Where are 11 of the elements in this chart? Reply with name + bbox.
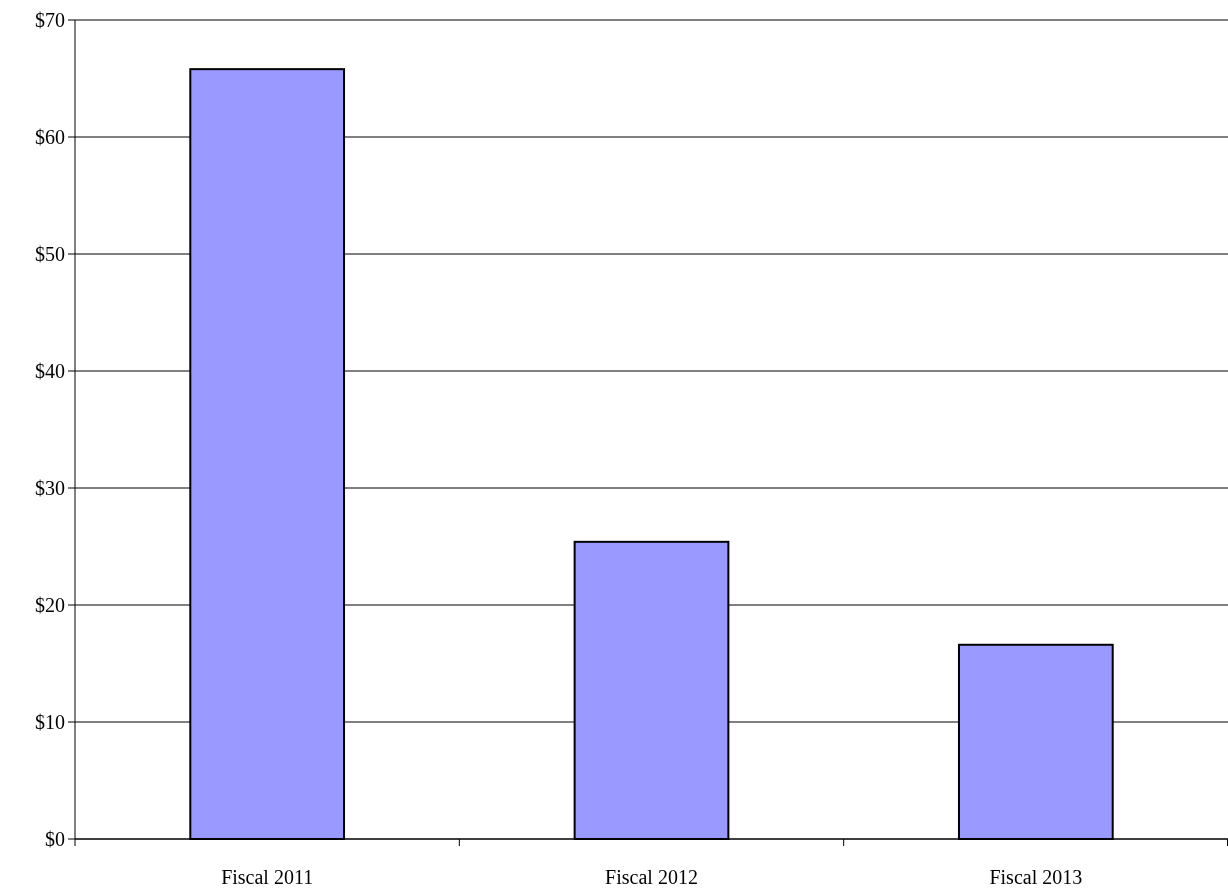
y-tick-label: $10 (35, 711, 65, 733)
x-tick-label: Fiscal 2013 (989, 866, 1083, 888)
y-tick-label: $70 (35, 9, 65, 31)
y-tick-label: $30 (35, 477, 65, 499)
y-tick-label: $50 (35, 243, 65, 265)
y-tick-label: $40 (35, 360, 65, 382)
y-tick-label: $0 (45, 828, 65, 850)
x-tick-label: Fiscal 2011 (221, 866, 314, 888)
y-tick-label: $20 (35, 594, 65, 616)
x-tick-label: Fiscal 2012 (605, 866, 698, 888)
y-tick-label: $60 (35, 126, 65, 148)
